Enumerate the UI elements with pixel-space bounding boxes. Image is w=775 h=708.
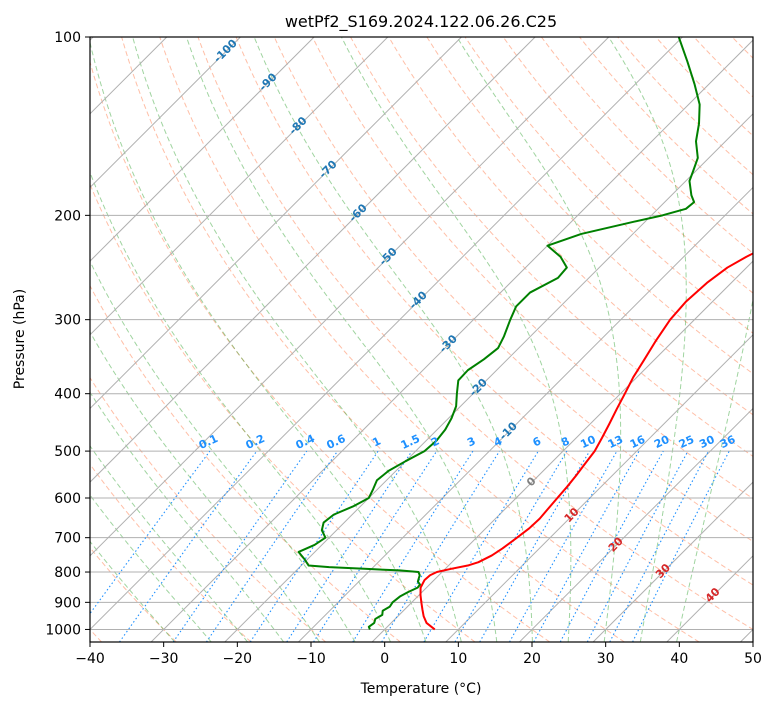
moist-adiabat-line xyxy=(90,331,320,642)
isotherm-line xyxy=(150,39,753,642)
mixing-ratio-label: 13 xyxy=(606,433,625,451)
x-tick-label: 40 xyxy=(670,651,688,667)
chart-title: wetPf2_S169.2024.122.06.26.C25 xyxy=(285,12,557,32)
x-tick-label: −20 xyxy=(223,651,253,667)
moist-adiabat-line xyxy=(90,444,249,642)
isotherm-line xyxy=(90,37,683,631)
x-tick-label: −10 xyxy=(296,651,326,667)
isotherm-line xyxy=(90,37,610,557)
mixing-ratio-line xyxy=(632,450,730,642)
mixing-ratio-label: 10 xyxy=(578,433,598,451)
grid-lines xyxy=(90,37,753,642)
plot-frame xyxy=(89,36,754,643)
moist-adiabat-line xyxy=(132,37,462,642)
mixing-ratio-label: 20 xyxy=(652,433,672,451)
isotherm-line xyxy=(298,186,753,642)
y-tick-label: 500 xyxy=(54,444,81,460)
isotherm-line xyxy=(519,407,753,642)
mixing-ratio-line xyxy=(559,450,664,642)
moist-adiabat-line xyxy=(186,37,498,642)
y-tick-label: 200 xyxy=(54,208,81,224)
moist-adiabat-line xyxy=(90,171,391,642)
x-axis-label: Temperature (°C) xyxy=(360,681,482,697)
dry-adiabat-line xyxy=(90,546,177,642)
dry-adiabat-line xyxy=(426,37,753,375)
mixing-ratio-line xyxy=(286,450,413,642)
axis-ticks: −40 −30 −20 −10 0 10 20 30 40 50 100 200 300 400 500 60… xyxy=(45,30,762,667)
x-tick-label: 30 xyxy=(597,651,615,667)
x-tick-label: 0 xyxy=(380,651,389,667)
y-tick-label: 1000 xyxy=(45,622,81,638)
moist-adiabat-line xyxy=(676,296,753,642)
x-tick-label: −30 xyxy=(149,651,179,667)
dry-adiabat-line xyxy=(235,37,753,586)
isotherm-line xyxy=(371,260,753,642)
mixing-ratio-line xyxy=(313,450,438,642)
dry-adiabat-line xyxy=(90,60,551,642)
y-tick-label: 400 xyxy=(54,387,81,403)
mixing-ratio-label: 36 xyxy=(718,433,738,451)
dry-adiabats xyxy=(90,37,753,642)
dry-adiabat-line xyxy=(90,463,252,642)
mixing-ratio-line xyxy=(249,450,379,642)
isotherm-line xyxy=(90,37,462,410)
isotherm-line xyxy=(90,37,241,189)
mixing-ratio-label: 16 xyxy=(628,433,648,451)
temperature-profile-line xyxy=(419,252,753,631)
isotherm-line xyxy=(90,37,315,262)
dry-adiabat-line xyxy=(311,37,753,500)
mixing-ratio-line xyxy=(533,450,640,642)
dry-adiabat-line xyxy=(121,37,625,642)
isotherm-line xyxy=(592,481,753,642)
mixing-ratio-line xyxy=(509,450,618,642)
dry-adiabat-line xyxy=(159,37,700,642)
isotherm-line xyxy=(224,113,753,642)
x-tick-label: 10 xyxy=(449,651,467,667)
moist-adiabat-line xyxy=(90,260,356,642)
moist-adiabat-line xyxy=(90,40,427,642)
isotherm-line xyxy=(90,37,389,336)
dry-adiabat-line xyxy=(197,37,753,631)
sounding-profiles xyxy=(297,37,753,631)
moist-adiabat-line xyxy=(253,37,533,642)
isotherm-line xyxy=(90,37,536,483)
dry-adiabat-line xyxy=(502,37,753,294)
y-tick-label: 900 xyxy=(54,595,81,611)
mixing-ratio-line xyxy=(172,450,308,642)
mixing-ratio-line xyxy=(205,450,338,642)
mixing-ratio-line xyxy=(381,450,500,642)
y-tick-label: 600 xyxy=(54,491,81,507)
x-tick-label: 20 xyxy=(523,651,541,667)
x-tick-label: 50 xyxy=(744,651,762,667)
moist-adiabat-line xyxy=(608,37,687,642)
y-tick-label: 300 xyxy=(54,313,81,329)
mixing-ratio-label: 30 xyxy=(697,433,717,451)
x-tick-label: −40 xyxy=(75,651,105,667)
y-tick-label: 800 xyxy=(54,565,81,581)
mixing-ratio-line xyxy=(90,450,211,615)
y-tick-label: 700 xyxy=(54,531,81,547)
dewpoint-profile-line xyxy=(297,37,701,630)
dry-adiabat-line xyxy=(90,376,326,642)
y-tick-label: 100 xyxy=(54,30,81,46)
mixing-ratio-label: 25 xyxy=(677,433,696,451)
mixing-ratio-lines xyxy=(90,450,730,642)
mixing-ratio-line xyxy=(119,450,258,642)
isotherm-line xyxy=(445,334,753,642)
dry-adiabat-line xyxy=(388,37,753,416)
y-axis-label: Pressure (hPa) xyxy=(12,289,28,389)
